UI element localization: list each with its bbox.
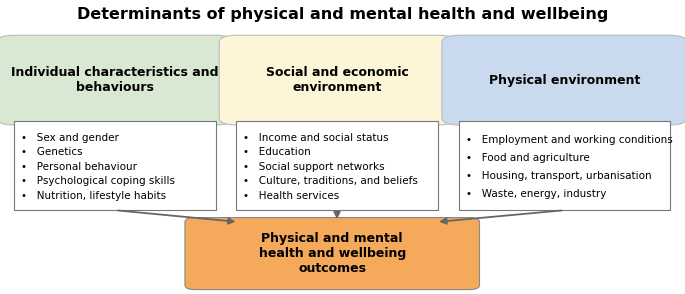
Text: •   Social support networks: • Social support networks <box>243 162 385 172</box>
FancyBboxPatch shape <box>0 35 233 125</box>
FancyBboxPatch shape <box>236 121 438 210</box>
Text: •   Nutrition, lifestyle habits: • Nutrition, lifestyle habits <box>21 191 166 201</box>
FancyBboxPatch shape <box>185 218 480 290</box>
Text: Determinants of physical and mental health and wellbeing: Determinants of physical and mental heal… <box>77 7 608 22</box>
Text: •   Culture, traditions, and beliefs: • Culture, traditions, and beliefs <box>243 176 418 186</box>
Text: Physical and mental
health and wellbeing
outcomes: Physical and mental health and wellbeing… <box>259 232 406 275</box>
Text: Social and economic
environment: Social and economic environment <box>266 66 409 94</box>
FancyBboxPatch shape <box>219 35 456 125</box>
Text: •   Psychological coping skills: • Psychological coping skills <box>21 176 175 186</box>
Text: •   Sex and gender: • Sex and gender <box>21 133 119 143</box>
FancyBboxPatch shape <box>459 121 670 210</box>
Text: •   Income and social status: • Income and social status <box>243 133 389 143</box>
Text: •   Education: • Education <box>243 147 311 158</box>
Text: •   Waste, energy, industry: • Waste, energy, industry <box>466 189 606 199</box>
Text: Physical environment: Physical environment <box>489 74 640 87</box>
Text: •   Employment and working conditions: • Employment and working conditions <box>466 135 673 145</box>
FancyBboxPatch shape <box>442 35 685 125</box>
Text: Individual characteristics and
behaviours: Individual characteristics and behaviour… <box>11 66 219 94</box>
Text: •   Health services: • Health services <box>243 191 340 201</box>
FancyBboxPatch shape <box>14 121 216 210</box>
Text: •   Personal behaviour: • Personal behaviour <box>21 162 136 172</box>
Text: •   Genetics: • Genetics <box>21 147 82 158</box>
Text: •   Food and agriculture: • Food and agriculture <box>466 153 590 163</box>
Text: •   Housing, transport, urbanisation: • Housing, transport, urbanisation <box>466 171 651 181</box>
